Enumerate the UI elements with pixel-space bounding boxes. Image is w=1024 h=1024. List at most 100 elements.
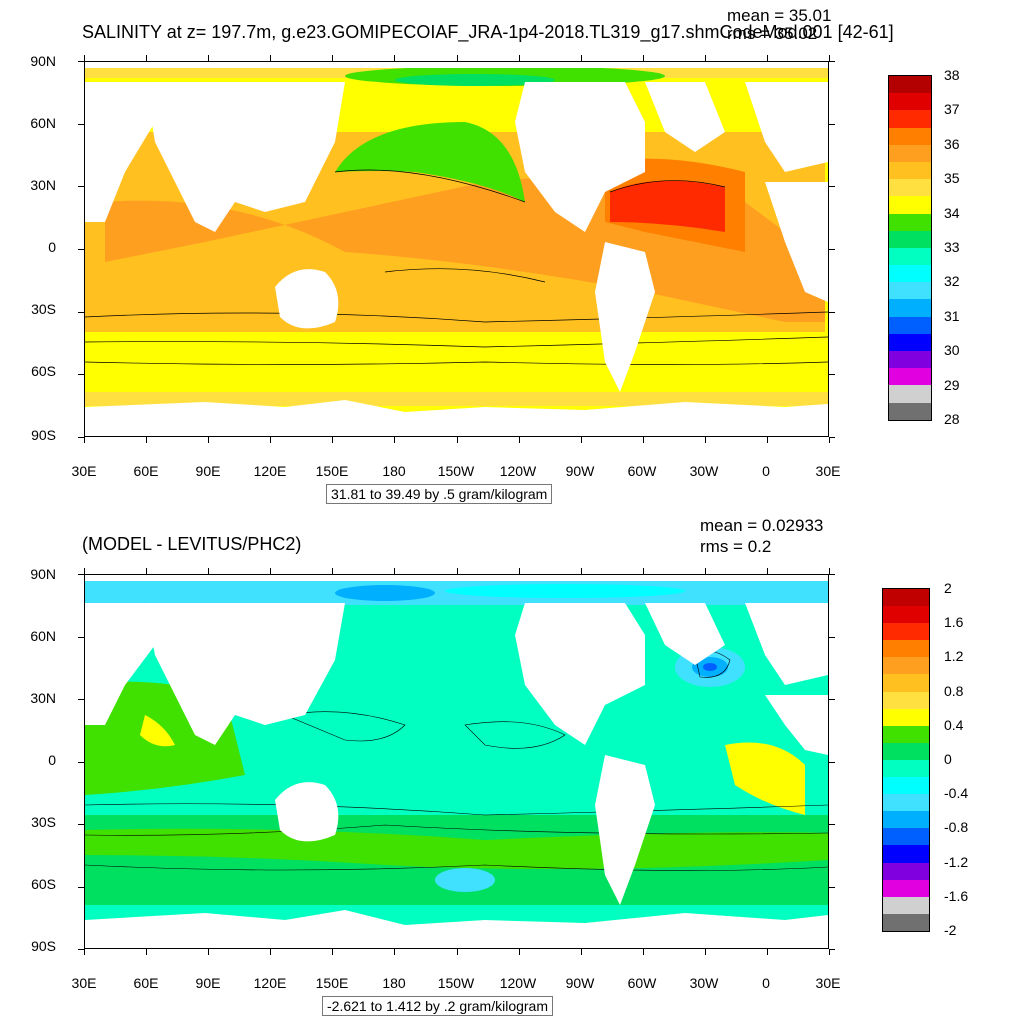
axis-tick bbox=[704, 949, 706, 955]
panel1-lon-label: 30E bbox=[815, 463, 841, 479]
colorbar-swatch bbox=[889, 161, 931, 180]
colorbar-label: -0.4 bbox=[944, 785, 969, 802]
panel2-lat-label: 90S bbox=[31, 938, 56, 954]
colorbar-swatch bbox=[883, 742, 929, 760]
panel1-lat-label: 90N bbox=[30, 53, 56, 69]
axis-tick bbox=[270, 55, 272, 61]
axis-tick bbox=[78, 61, 84, 62]
panel2-lat-label: 60S bbox=[31, 876, 56, 892]
axis-tick bbox=[84, 55, 85, 61]
panel1-lat-label: 0 bbox=[48, 239, 56, 255]
axis-tick bbox=[84, 437, 85, 443]
colorbar-swatch bbox=[889, 76, 931, 94]
axis-tick bbox=[84, 949, 85, 955]
colorbar-swatch bbox=[883, 879, 929, 897]
colorbar-label: 0 bbox=[944, 751, 952, 767]
panel2-lon-label: 30W bbox=[689, 975, 719, 991]
axis-tick bbox=[146, 55, 148, 61]
colorbar-swatch bbox=[889, 333, 931, 351]
axis-tick bbox=[829, 437, 830, 443]
axis-tick bbox=[78, 249, 84, 250]
axis-tick bbox=[456, 55, 458, 61]
colorbar-swatch bbox=[889, 93, 931, 111]
axis-tick bbox=[208, 949, 210, 955]
axis-tick bbox=[456, 568, 458, 574]
axis-tick bbox=[829, 568, 830, 574]
panel1-lon-label: 60W bbox=[627, 463, 657, 479]
axis-tick bbox=[78, 761, 84, 763]
axis-tick bbox=[580, 437, 582, 443]
axis-tick bbox=[456, 949, 458, 955]
axis-tick bbox=[829, 699, 835, 700]
axis-tick bbox=[78, 636, 84, 638]
panel2-lat-label: 90N bbox=[30, 566, 56, 582]
colorbar-swatch bbox=[889, 179, 931, 197]
panel2-lon-label: 150E bbox=[315, 975, 349, 991]
colorbar-swatch bbox=[883, 896, 929, 914]
axis-tick bbox=[642, 568, 644, 574]
axis-tick bbox=[518, 437, 520, 443]
colorbar-swatch bbox=[889, 265, 931, 283]
panel2-contour-caption: -2.621 to 1.412 by .2 gram/kilogram bbox=[322, 996, 554, 1016]
colorbar-swatch bbox=[889, 368, 931, 386]
panel1-colorbar bbox=[888, 75, 932, 421]
colorbar-label: 1.2 bbox=[944, 648, 964, 665]
axis-tick bbox=[829, 186, 835, 188]
colorbar-label: -2 bbox=[944, 922, 957, 938]
colorbar-swatch bbox=[883, 657, 929, 675]
panel1-lon-label: 150W bbox=[437, 463, 475, 479]
colorbar-label: 32 bbox=[944, 273, 960, 290]
panel1-lat-label: 60N bbox=[30, 115, 56, 131]
axis-tick bbox=[78, 574, 84, 575]
colorbar-swatch bbox=[883, 759, 929, 778]
axis-tick bbox=[78, 886, 84, 888]
panel2-lat-label: 0 bbox=[48, 752, 56, 768]
axis-tick bbox=[518, 949, 520, 955]
panel2-lat-label: 30N bbox=[30, 690, 56, 706]
axis-tick bbox=[332, 949, 334, 955]
colorbar-swatch bbox=[889, 402, 931, 420]
panel2-lon-label: 60W bbox=[627, 975, 657, 991]
colorbar-swatch bbox=[883, 913, 929, 931]
colorbar-label: 0.8 bbox=[944, 682, 964, 699]
axis-tick bbox=[829, 949, 835, 950]
colorbar-label: 30 bbox=[944, 342, 960, 359]
colorbar-swatch bbox=[883, 589, 929, 607]
colorbar-swatch bbox=[889, 247, 931, 266]
axis-tick bbox=[642, 437, 644, 443]
axis-tick bbox=[518, 568, 520, 574]
colorbar-swatch bbox=[883, 640, 929, 658]
colorbar-label: -1.6 bbox=[944, 887, 969, 904]
axis-tick bbox=[704, 55, 706, 61]
axis-tick bbox=[580, 55, 582, 61]
colorbar-swatch bbox=[883, 691, 929, 709]
panel2-lon-label: 60E bbox=[133, 975, 159, 991]
panel2-lon-label: 120E bbox=[253, 975, 287, 991]
axis-tick bbox=[78, 699, 84, 700]
axis-tick bbox=[829, 574, 835, 575]
axis-tick bbox=[394, 568, 396, 574]
panel1-mean: mean = 35.01 bbox=[727, 6, 832, 25]
colorbar-swatch bbox=[883, 606, 929, 624]
panel1-contour-caption: 31.81 to 39.49 by .5 gram/kilogram bbox=[326, 484, 553, 504]
axis-tick bbox=[642, 949, 644, 955]
axis-tick bbox=[829, 824, 835, 825]
colorbar-label: 35 bbox=[944, 170, 960, 187]
panel1-lon-label: 90E bbox=[195, 463, 221, 479]
axis-tick bbox=[84, 568, 85, 574]
axis-tick bbox=[270, 949, 272, 955]
axis-tick bbox=[704, 568, 706, 574]
colorbar-swatch bbox=[883, 794, 929, 812]
axis-tick bbox=[146, 949, 148, 955]
salinity-map bbox=[84, 61, 829, 437]
colorbar-swatch bbox=[883, 845, 929, 863]
panel2-colorbar bbox=[882, 588, 930, 932]
axis-tick bbox=[208, 568, 210, 574]
axis-tick bbox=[829, 374, 835, 376]
colorbar-swatch bbox=[889, 213, 931, 231]
colorbar-label: 38 bbox=[944, 67, 960, 83]
colorbar-swatch bbox=[889, 385, 931, 403]
panel1-lon-label: 60E bbox=[133, 463, 159, 479]
axis-tick bbox=[208, 437, 210, 443]
colorbar-label: -1.2 bbox=[944, 853, 969, 870]
